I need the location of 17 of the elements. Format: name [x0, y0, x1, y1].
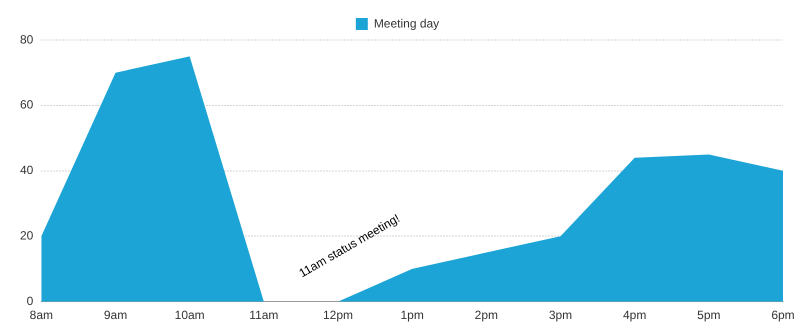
x-tick-label: 4pm [623, 308, 646, 322]
y-tick-label: 40 [20, 163, 34, 178]
x-tick-label: 10am [174, 308, 205, 322]
x-tick-label: 12pm [322, 308, 354, 322]
x-tick-label: 11am [249, 308, 278, 322]
y-tick-label: 80 [20, 32, 34, 46]
x-tick-label: 1pm [400, 308, 424, 322]
y-tick-label: 60 [20, 98, 34, 112]
x-tick-label: 6pm [771, 308, 795, 322]
y-tick-label: 20 [20, 228, 34, 243]
x-tick-label: 8am [30, 308, 54, 322]
legend-label: Meeting day [374, 16, 440, 30]
x-tick-label: 9am [104, 308, 128, 322]
x-tick-label: 3pm [548, 308, 572, 322]
y-tick-label: 0 [26, 294, 34, 308]
x-tick-label: 5pm [697, 308, 721, 322]
x-tick-label: 2pm [474, 308, 498, 322]
